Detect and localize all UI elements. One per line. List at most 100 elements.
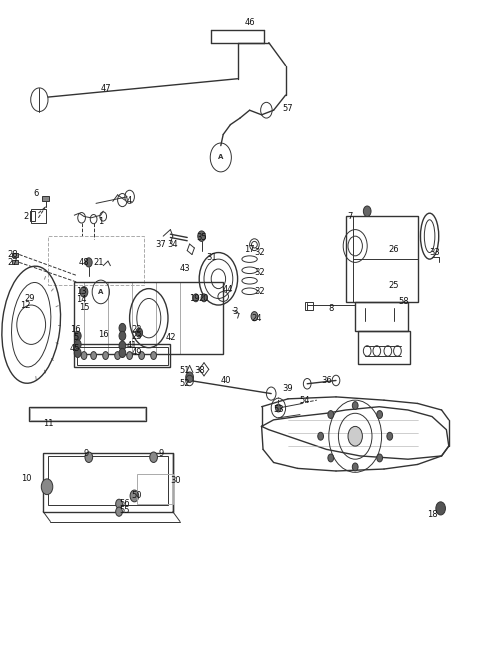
- Text: 36: 36: [321, 376, 332, 385]
- Circle shape: [127, 352, 132, 359]
- Circle shape: [436, 502, 445, 515]
- Circle shape: [81, 352, 87, 359]
- Text: 2: 2: [24, 212, 29, 221]
- Bar: [48, 236, 144, 285]
- Circle shape: [74, 348, 81, 358]
- Bar: [355, 302, 408, 331]
- Text: 11: 11: [43, 419, 53, 428]
- Text: 24: 24: [252, 314, 262, 323]
- Bar: [30, 211, 35, 221]
- Bar: [43, 453, 173, 512]
- Text: 15: 15: [79, 302, 89, 312]
- Text: 20: 20: [199, 294, 209, 303]
- Bar: [137, 474, 173, 504]
- Text: 42: 42: [165, 333, 176, 342]
- Text: 27: 27: [8, 258, 18, 267]
- Text: 46: 46: [244, 18, 255, 28]
- Text: 28: 28: [8, 250, 18, 259]
- Text: 38: 38: [194, 366, 204, 375]
- Circle shape: [186, 372, 193, 382]
- Text: 5: 5: [73, 333, 78, 342]
- Text: 25: 25: [388, 281, 399, 290]
- Circle shape: [74, 331, 81, 340]
- Text: 14: 14: [76, 295, 87, 304]
- Circle shape: [115, 352, 120, 359]
- Circle shape: [387, 432, 393, 440]
- Circle shape: [328, 411, 334, 419]
- Bar: [305, 302, 313, 310]
- Text: 58: 58: [398, 297, 408, 306]
- Bar: [74, 344, 170, 367]
- Circle shape: [139, 352, 144, 359]
- Text: 41: 41: [127, 341, 137, 350]
- Bar: [42, 196, 49, 201]
- Text: 9: 9: [158, 449, 163, 459]
- Circle shape: [103, 352, 108, 359]
- Circle shape: [150, 452, 157, 462]
- Text: 57: 57: [283, 104, 293, 113]
- Circle shape: [80, 287, 88, 297]
- Circle shape: [119, 348, 126, 358]
- Bar: [31, 209, 46, 223]
- Circle shape: [116, 499, 122, 508]
- Circle shape: [116, 507, 122, 516]
- Text: 8: 8: [328, 304, 334, 313]
- Circle shape: [251, 312, 258, 321]
- Bar: [12, 260, 18, 264]
- Text: 16: 16: [98, 330, 108, 339]
- Text: 48: 48: [79, 258, 89, 267]
- Text: 32: 32: [254, 248, 264, 257]
- Text: 32: 32: [254, 268, 264, 277]
- Circle shape: [363, 206, 371, 216]
- Text: 6: 6: [33, 189, 39, 198]
- Circle shape: [377, 454, 383, 462]
- Bar: [358, 331, 410, 364]
- Text: 19: 19: [189, 294, 200, 303]
- Text: 37: 37: [156, 239, 166, 249]
- Text: 4: 4: [127, 195, 132, 205]
- Circle shape: [352, 463, 358, 471]
- Text: 30: 30: [170, 476, 180, 485]
- Text: 23: 23: [132, 332, 142, 341]
- Text: 32: 32: [254, 287, 264, 297]
- Circle shape: [151, 352, 156, 359]
- Text: 53: 53: [273, 405, 284, 415]
- Text: 50: 50: [132, 491, 142, 500]
- Text: 7: 7: [348, 212, 353, 221]
- Text: 29: 29: [24, 294, 35, 303]
- Text: 39: 39: [283, 384, 293, 393]
- Text: 26: 26: [388, 245, 399, 254]
- Text: 45: 45: [69, 344, 80, 354]
- Text: A: A: [98, 289, 104, 295]
- Text: 52: 52: [180, 379, 190, 388]
- Text: 10: 10: [21, 474, 32, 483]
- Text: 54: 54: [300, 396, 310, 405]
- Circle shape: [318, 432, 324, 440]
- Bar: [77, 347, 168, 365]
- Text: 51: 51: [180, 366, 190, 375]
- Text: 47: 47: [100, 84, 111, 93]
- Circle shape: [119, 323, 126, 333]
- Circle shape: [136, 328, 143, 337]
- Bar: [74, 282, 223, 354]
- Text: 17: 17: [244, 245, 255, 254]
- Circle shape: [198, 231, 205, 241]
- Circle shape: [348, 426, 362, 446]
- Text: 31: 31: [206, 253, 216, 262]
- Bar: [30, 408, 145, 420]
- Text: 3: 3: [232, 307, 238, 316]
- Circle shape: [377, 411, 383, 419]
- Circle shape: [328, 454, 334, 462]
- Text: 55: 55: [120, 506, 130, 515]
- Text: 18: 18: [427, 510, 437, 520]
- Text: 35: 35: [196, 233, 207, 242]
- Circle shape: [85, 452, 93, 462]
- Text: 43: 43: [180, 264, 190, 274]
- Text: 56: 56: [120, 499, 130, 508]
- Text: 33: 33: [429, 248, 440, 257]
- Bar: [346, 216, 418, 302]
- Circle shape: [276, 404, 281, 412]
- Text: 12: 12: [20, 300, 30, 310]
- Circle shape: [119, 341, 126, 350]
- Bar: [12, 253, 18, 257]
